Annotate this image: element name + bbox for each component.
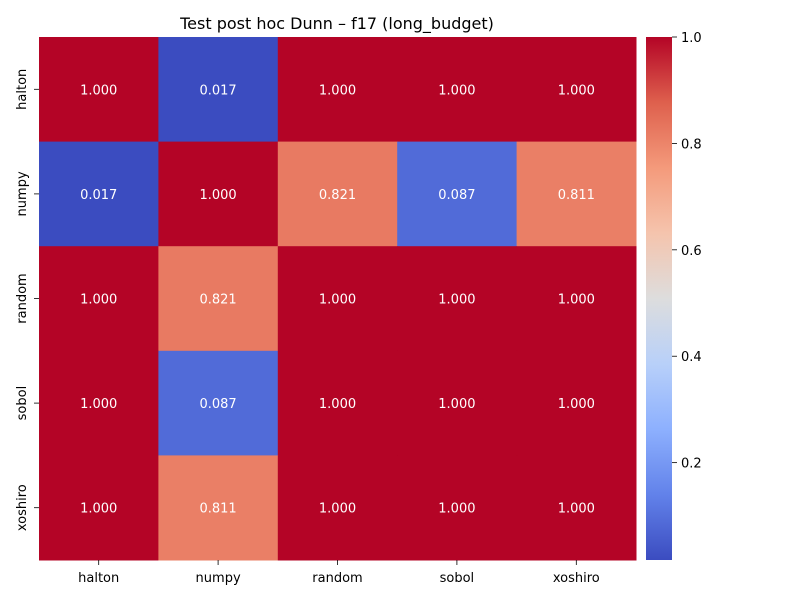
heatmap-cell-random-halton — [39, 246, 159, 352]
cell-value-label: 1.000 — [199, 188, 236, 203]
heatmap-cell-random-random — [277, 246, 398, 352]
heatmap-cell-halton-halton — [39, 37, 159, 143]
cell-value-label: 0.017 — [80, 188, 117, 203]
heatmap-cell-halton-xoshiro — [516, 37, 637, 143]
cell-value-label: 1.000 — [80, 502, 117, 517]
cell-value-label: 1.000 — [80, 397, 117, 412]
heatmap-cell-halton-sobol — [397, 37, 518, 143]
cell-value-label: 1.000 — [438, 293, 475, 308]
heatmap-cell-xoshiro-xoshiro — [516, 455, 637, 561]
heatmap-cell-numpy-random — [277, 141, 398, 247]
colorbar — [646, 37, 672, 560]
heatmap-cells — [39, 37, 637, 561]
heatmap-cell-sobol-random — [277, 350, 398, 456]
colorbar-tick-label: 0.8 — [681, 137, 702, 152]
heatmap-cell-labels: 1.000 0.017 1.000 1.000 1.000 0.017 1.000 0.821… — [80, 83, 595, 516]
x-tick-label: sobol — [440, 571, 475, 586]
y-tick-label: halton — [15, 69, 30, 110]
cell-value-label: 0.087 — [438, 188, 475, 203]
colorbar-tick-label: 1.0 — [681, 31, 702, 46]
heatmap-cell-halton-random — [277, 37, 398, 143]
cell-value-label: 0.017 — [199, 83, 236, 98]
heatmap-cell-random-xoshiro — [516, 246, 637, 352]
heatmap-cell-random-numpy — [158, 246, 279, 352]
heatmap-cell-xoshiro-halton — [39, 455, 159, 561]
colorbar-tick-label: 0.4 — [681, 350, 702, 365]
colorbar-tick-label: 0.2 — [681, 457, 702, 472]
cell-value-label: 1.000 — [80, 83, 117, 98]
cell-value-label: 0.811 — [558, 188, 595, 203]
heatmap-cell-xoshiro-random — [277, 455, 398, 561]
heatmap-cell-numpy-halton — [39, 141, 159, 247]
cell-value-label: 1.000 — [438, 83, 475, 98]
heatmap-cell-random-sobol — [397, 246, 518, 352]
heatmap-cell-xoshiro-numpy — [158, 455, 279, 561]
cell-value-label: 1.000 — [558, 83, 595, 98]
heatmap-cell-xoshiro-sobol — [397, 455, 518, 561]
x-axis: halton numpy random sobol xoshiro — [78, 560, 600, 586]
cell-value-label: 0.087 — [199, 397, 236, 412]
y-tick-label: random — [15, 273, 30, 323]
cell-value-label: 1.000 — [558, 502, 595, 517]
y-axis: halton numpy random sobol xoshiro — [15, 69, 39, 531]
colorbar-tick-label: 0.6 — [681, 244, 702, 259]
cell-value-label: 1.000 — [80, 293, 117, 308]
cell-value-label: 1.000 — [558, 397, 595, 412]
x-tick-label: xoshiro — [553, 571, 600, 586]
chart-title: Test post hoc Dunn – f17 (long_budget) — [179, 14, 494, 34]
cell-value-label: 1.000 — [438, 502, 475, 517]
cell-value-label: 1.000 — [558, 293, 595, 308]
y-tick-label: numpy — [15, 171, 30, 216]
cell-value-label: 1.000 — [319, 502, 356, 517]
heatmap-cell-sobol-sobol — [397, 350, 518, 456]
cell-value-label: 1.000 — [319, 293, 356, 308]
x-tick-label: halton — [78, 571, 119, 586]
cell-value-label: 1.000 — [438, 397, 475, 412]
y-tick-label: sobol — [15, 386, 30, 421]
heatmap-cell-numpy-sobol — [397, 141, 518, 247]
cell-value-label: 1.000 — [319, 397, 356, 412]
colorbar-axis: 0.2 0.4 0.6 0.8 1.0 — [672, 31, 702, 472]
y-tick-label: xoshiro — [15, 484, 30, 531]
heatmap-cell-numpy-xoshiro — [516, 141, 637, 247]
cell-value-label: 0.821 — [199, 293, 236, 308]
x-tick-label: numpy — [196, 571, 241, 586]
heatmap-cell-sobol-halton — [39, 350, 159, 456]
heatmap-cell-sobol-xoshiro — [516, 350, 637, 456]
heatmap-cell-halton-numpy — [158, 37, 279, 143]
x-tick-label: random — [312, 571, 362, 586]
cell-value-label: 0.811 — [199, 502, 236, 517]
cell-value-label: 0.821 — [319, 188, 356, 203]
heatmap-cell-sobol-numpy — [158, 350, 279, 456]
heatmap-cell-numpy-numpy — [158, 141, 279, 247]
cell-value-label: 1.000 — [319, 83, 356, 98]
